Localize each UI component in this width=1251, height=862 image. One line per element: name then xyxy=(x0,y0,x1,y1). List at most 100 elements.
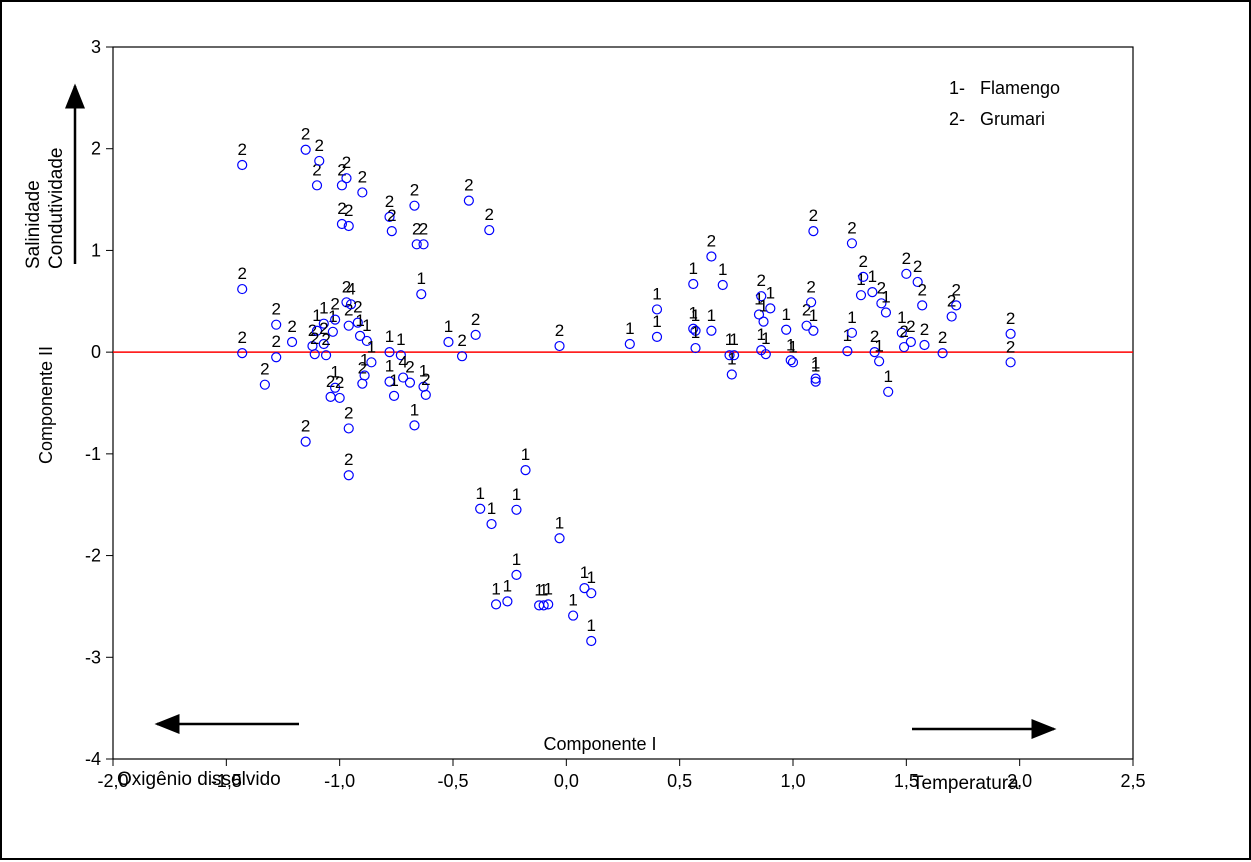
data-point-label: 1 xyxy=(587,568,596,587)
data-point-label: 1 xyxy=(809,306,818,325)
data-point-label: 2 xyxy=(344,450,353,469)
data-point xyxy=(336,180,348,191)
data-point-label: 1 xyxy=(543,579,552,598)
data-point xyxy=(728,350,740,361)
data-point-label: 2 xyxy=(387,206,396,225)
data-point xyxy=(690,342,701,354)
data-point xyxy=(724,350,735,361)
data-point xyxy=(951,300,962,311)
data-point-label: 1 xyxy=(534,580,543,599)
data-point xyxy=(706,251,717,262)
data-point-label: 2 xyxy=(271,332,280,351)
data-point-label: 1 xyxy=(444,317,453,336)
data-point xyxy=(876,298,887,309)
data-point-label: 1 xyxy=(385,327,394,346)
data-point xyxy=(554,533,565,544)
data-point xyxy=(384,376,395,387)
data-point xyxy=(502,596,513,607)
data-point-label: 1 xyxy=(707,306,716,325)
data-point-label: 2 xyxy=(287,317,296,336)
data-point-label: 2 xyxy=(412,219,421,238)
data-point-label: 1 xyxy=(729,330,738,349)
data-point xyxy=(343,423,354,434)
data-point xyxy=(395,350,406,361)
data-point-label: 1 xyxy=(419,362,428,381)
data-point xyxy=(300,144,311,155)
data-point xyxy=(810,376,821,387)
data-point xyxy=(937,348,948,359)
data-point xyxy=(858,271,869,282)
data-point-label: 1 xyxy=(312,306,321,325)
data-point xyxy=(919,339,930,351)
data-point xyxy=(237,283,248,295)
data-point-label: 1 xyxy=(856,270,865,289)
data-point-label: 2 xyxy=(330,295,339,314)
data-point-label: 4 xyxy=(346,279,355,298)
data-point xyxy=(846,238,858,249)
data-point xyxy=(416,289,427,300)
data-point-label: 1 xyxy=(718,260,727,279)
data-point-label: 1 xyxy=(360,351,369,370)
data-point-label: 2 xyxy=(555,321,564,340)
x-tick-label: -0,5 xyxy=(437,771,468,791)
data-point xyxy=(688,278,699,290)
data-point-label: 2 xyxy=(337,199,346,218)
data-point-label: 1 xyxy=(874,336,883,355)
data-point xyxy=(384,211,395,222)
data-point xyxy=(543,599,554,610)
data-point-label: 2 xyxy=(802,301,811,320)
data-point-label: 1 xyxy=(396,330,405,349)
legend-entry-grumari: 2- Grumari xyxy=(949,109,1045,129)
y-tick-label: 0 xyxy=(91,342,101,362)
data-point-label: 2 xyxy=(757,271,766,290)
data-point xyxy=(318,338,329,350)
data-point xyxy=(366,357,377,368)
data-point-label: 1 xyxy=(625,319,634,338)
data-point xyxy=(486,518,497,530)
data-point-label: 2 xyxy=(358,359,367,378)
data-point-label: 1 xyxy=(883,367,892,386)
data-point-label: 2 xyxy=(237,328,246,347)
data-point xyxy=(409,200,420,211)
data-point xyxy=(386,226,397,237)
x-tick-label: 1,0 xyxy=(780,771,805,791)
data-point-label: 2 xyxy=(326,372,335,391)
data-point-label: 1 xyxy=(328,307,337,326)
data-point xyxy=(330,314,341,325)
data-point-label: 1 xyxy=(521,445,530,464)
x-tick-label: -1,5 xyxy=(211,771,242,791)
left-arrow-label: Oxigênio dissolvido xyxy=(117,769,281,790)
data-point-label: 1 xyxy=(725,330,734,349)
data-point xyxy=(357,187,368,198)
data-point xyxy=(470,329,481,340)
data-point xyxy=(946,311,957,322)
data-point-label: 1 xyxy=(788,337,797,356)
data-point-label: 1 xyxy=(512,550,521,569)
y-tick-label: -2 xyxy=(85,546,101,566)
data-point xyxy=(475,503,486,514)
data-point xyxy=(511,504,522,515)
data-point xyxy=(785,355,796,366)
data-point-label: 1 xyxy=(512,485,521,504)
y-axis-title: Componente II xyxy=(36,346,56,464)
data-point xyxy=(842,346,853,357)
data-point-label: 2 xyxy=(938,328,947,347)
data-point xyxy=(781,324,792,335)
x-tick-label: 0,5 xyxy=(667,771,692,791)
legend-entry-flamengo: 1- Flamengo xyxy=(949,78,1060,98)
y-tick-label: -4 xyxy=(85,749,101,769)
data-point-label: 1 xyxy=(757,325,766,344)
y-tick-label: 1 xyxy=(91,240,101,260)
up-arrow-label-line2: Condutividade xyxy=(46,148,67,269)
data-point-label: 2 xyxy=(899,322,908,341)
data-point xyxy=(538,600,549,611)
data-point-label: 1 xyxy=(355,311,364,330)
data-point xyxy=(808,226,819,237)
data-point-label: 1 xyxy=(843,326,852,345)
data-point-label: 1 xyxy=(475,484,484,503)
data-point-label: 1 xyxy=(587,616,596,635)
data-point-label: 2 xyxy=(344,201,353,220)
data-point xyxy=(651,331,663,342)
y-tick-label: -3 xyxy=(85,647,101,667)
data-point xyxy=(327,326,338,337)
